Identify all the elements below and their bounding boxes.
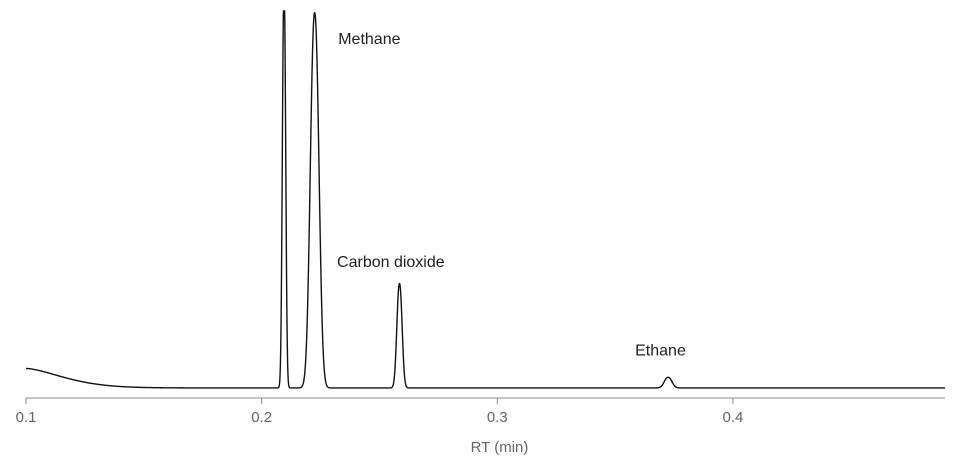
x-axis-title: RT (min): [471, 439, 529, 456]
chromatogram-trace: [25, 10, 946, 389]
x-axis-ticks: 0.1 0.2 0.3 0.4: [16, 398, 743, 426]
peak-label-carbon-dioxide: Carbon dioxide: [337, 254, 445, 271]
peak-label-methane: Methane: [338, 31, 400, 48]
x-tick-label: 0.4: [722, 409, 743, 426]
x-tick-label: 0.1: [16, 409, 37, 426]
peak-label-ethane: Ethane: [635, 342, 686, 359]
plot-area: [25, 10, 946, 389]
peak-annotations: Methane Carbon dioxide Ethane: [337, 31, 686, 360]
x-tick-label: 0.2: [251, 409, 272, 426]
x-tick-label: 0.3: [487, 409, 508, 426]
